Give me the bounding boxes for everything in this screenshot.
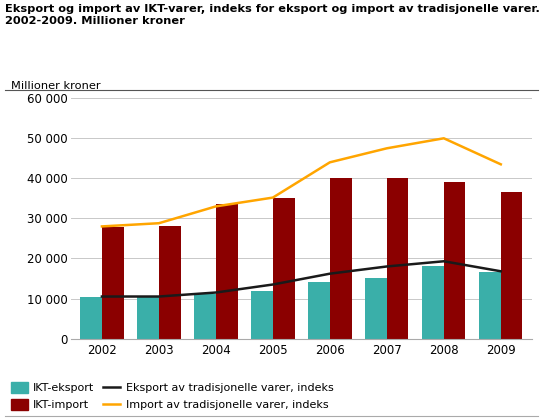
Bar xyxy=(159,227,181,339)
Eksport av tradisjonelle varer, indeks xyxy=(156,294,162,299)
Text: Millioner kroner: Millioner kroner xyxy=(11,82,100,92)
Import av tradisjonelle varer, indeks xyxy=(156,221,162,226)
Eksport av tradisjonelle varer, indeks xyxy=(270,282,276,287)
Bar xyxy=(137,296,159,339)
Eksport av tradisjonelle varer, indeks xyxy=(213,290,219,295)
Import av tradisjonelle varer, indeks xyxy=(497,162,504,167)
Import av tradisjonelle varer, indeks xyxy=(326,160,333,165)
Bar xyxy=(308,283,330,339)
Bar xyxy=(365,278,387,339)
Eksport av tradisjonelle varer, indeks xyxy=(383,264,390,269)
Legend: IKT-eksport, IKT-import, Eksport av tradisjonelle varer, indeks, Import av tradi: IKT-eksport, IKT-import, Eksport av trad… xyxy=(11,382,333,410)
Import av tradisjonelle varer, indeks xyxy=(383,146,390,151)
Bar xyxy=(501,192,522,339)
Import av tradisjonelle varer, indeks xyxy=(270,195,276,200)
Bar xyxy=(102,227,124,339)
Bar xyxy=(216,204,237,339)
Eksport av tradisjonelle varer, indeks xyxy=(99,294,105,299)
Import av tradisjonelle varer, indeks xyxy=(99,224,105,229)
Eksport av tradisjonelle varer, indeks xyxy=(326,271,333,276)
Eksport av tradisjonelle varer, indeks xyxy=(440,259,447,264)
Bar xyxy=(273,199,294,339)
Import av tradisjonelle varer, indeks xyxy=(213,204,219,209)
Eksport av tradisjonelle varer, indeks xyxy=(497,269,504,274)
Bar xyxy=(479,273,501,339)
Bar xyxy=(387,178,408,339)
Bar xyxy=(330,178,351,339)
Bar xyxy=(80,296,102,339)
Text: Eksport og import av IKT-varer, indeks for eksport og import av tradisjonelle va: Eksport og import av IKT-varer, indeks f… xyxy=(5,4,540,26)
Line: Eksport av tradisjonelle varer, indeks: Eksport av tradisjonelle varer, indeks xyxy=(102,261,501,296)
Line: Import av tradisjonelle varer, indeks: Import av tradisjonelle varer, indeks xyxy=(102,138,501,227)
Bar xyxy=(194,294,216,339)
Bar xyxy=(251,291,273,339)
Import av tradisjonelle varer, indeks xyxy=(440,136,447,141)
Bar xyxy=(444,182,465,339)
Bar xyxy=(422,267,444,339)
